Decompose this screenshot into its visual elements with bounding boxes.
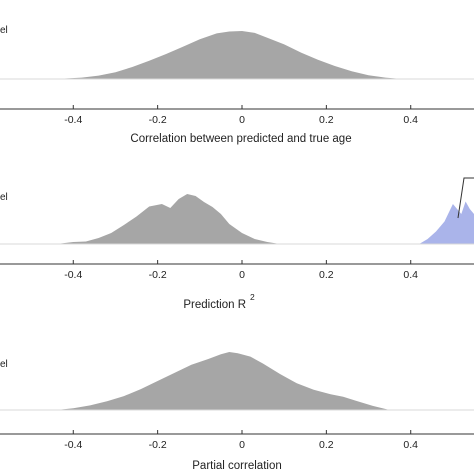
x-axis-label: Prediction R [183, 299, 246, 311]
panel-prediction-r2: el -0.4 -0.2 0 0.2 0.4 Prediction R 2 [0, 177, 474, 311]
x-tick-label: -0.2 [149, 439, 167, 451]
x-axis-ticks: -0.4 -0.2 0 0.2 0.4 [64, 105, 418, 126]
x-tick-label: 0 [239, 439, 245, 451]
x-tick-label: 0.4 [403, 269, 418, 281]
x-tick-label: 0.2 [319, 269, 334, 281]
density-area-observed [419, 201, 474, 244]
density-area-null [56, 194, 281, 244]
x-axis-ticks: -0.4 -0.2 0 0.2 0.4 [64, 430, 418, 451]
x-tick-label: -0.4 [64, 439, 82, 451]
x-tick-label: 0 [239, 114, 245, 126]
x-tick-label: -0.2 [149, 269, 167, 281]
panel-partial-correlation: el -0.4 -0.2 0 0.2 0.4 Partial correlation [0, 352, 474, 472]
observed-value-marker [457, 177, 474, 219]
x-axis-ticks: -0.4 -0.2 0 0.2 0.4 [64, 260, 418, 281]
x-tick-label: -0.2 [149, 114, 167, 126]
x-axis-label: Correlation between predicted and true a… [130, 133, 351, 145]
density-area-partial-correlation [56, 352, 390, 410]
x-tick-label: -0.4 [64, 269, 82, 281]
x-tick-label: 0 [239, 269, 245, 281]
legend-fragment: el [0, 25, 8, 36]
density-area-correlation [48, 31, 403, 79]
x-tick-label: 0.2 [319, 114, 334, 126]
x-tick-label: 0.2 [319, 439, 334, 451]
legend-fragment: el [0, 359, 8, 370]
panel-correlation: el -0.4 -0.2 0 0.2 0.4 Correlation between p… [0, 25, 474, 145]
x-tick-label: 0.4 [403, 114, 418, 126]
x-axis-label: Partial correlation [192, 460, 281, 472]
x-tick-label: 0.4 [403, 439, 418, 451]
x-axis-label-superscript: 2 [250, 292, 255, 302]
legend-fragment: el [0, 192, 8, 203]
x-tick-label: -0.4 [64, 114, 82, 126]
